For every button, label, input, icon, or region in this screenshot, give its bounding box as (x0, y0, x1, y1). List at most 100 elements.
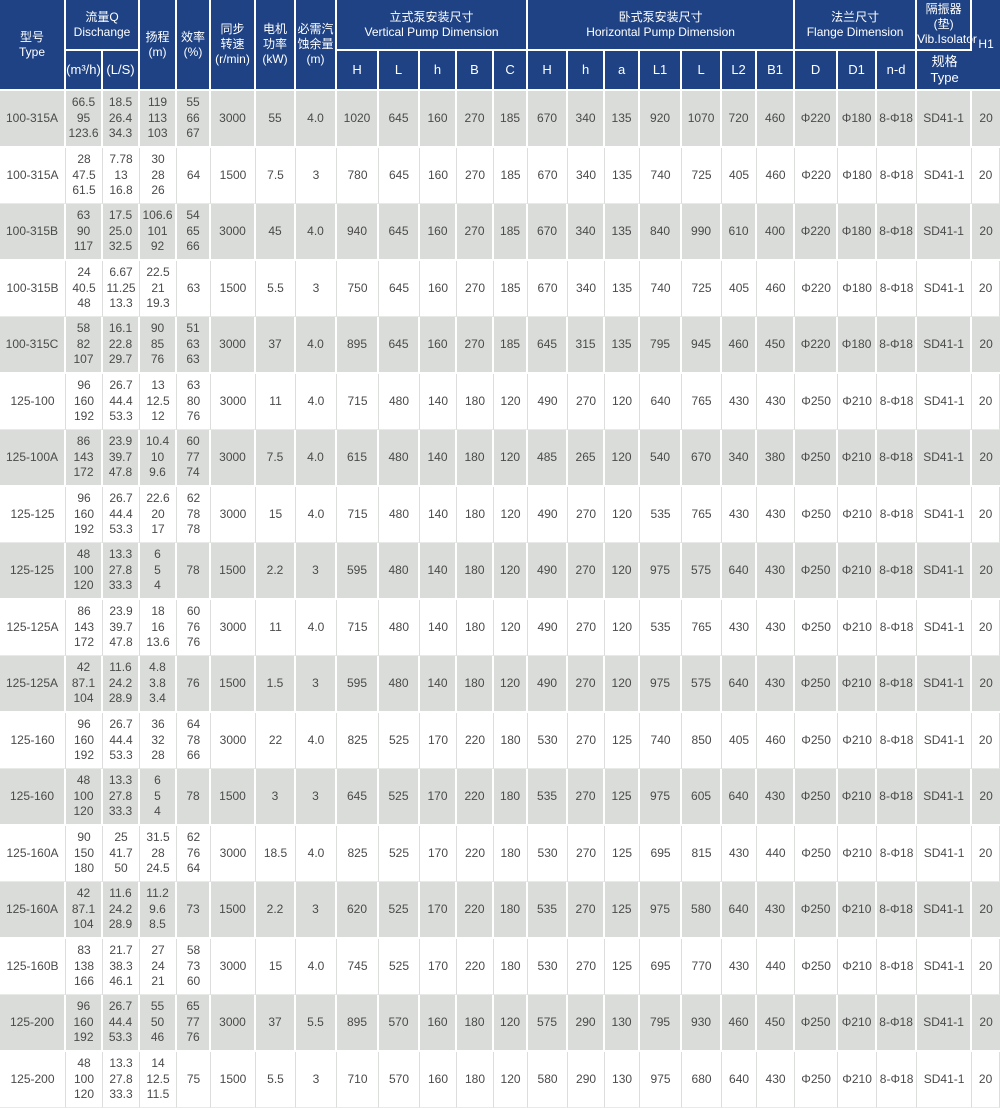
cell-hz-h: 270 (568, 826, 606, 882)
cell-head: 90 85 76 (140, 317, 178, 374)
cell-f-D: Φ250 (795, 995, 839, 1052)
cell-hz-H: 490 (528, 543, 569, 600)
cell-hz-h: 270 (568, 600, 606, 656)
cell-hz-a: 135 (605, 91, 641, 148)
cell-f-D1: Φ210 (838, 656, 878, 713)
cell-speed: 1500 (211, 261, 257, 317)
cell-f-nd: 8-Φ18 (877, 204, 918, 261)
cell-hz-h: 290 (568, 995, 606, 1052)
cell-hz-B1: 460 (757, 713, 796, 769)
cell-v-H: 895 (337, 995, 380, 1052)
cell-type: 125-125A (0, 600, 66, 656)
cell-f-D1: Φ180 (838, 261, 878, 317)
cell-type: 125-100 (0, 374, 66, 430)
cell-q-ls: 23.9 39.7 47.8 (103, 600, 141, 656)
cell-q-m3h: 63 90 117 (66, 204, 103, 261)
cell-f-nd: 8-Φ18 (877, 317, 918, 374)
cell-v-L: 645 (379, 204, 421, 261)
cell-f-nd: 8-Φ18 (877, 656, 918, 713)
cell-v-H: 940 (337, 204, 380, 261)
cell-vib-type: SD41-1 (917, 543, 973, 600)
cell-v-C: 185 (494, 91, 529, 148)
cell-hz-a: 130 (605, 995, 641, 1052)
cell-v-H: 715 (337, 600, 380, 656)
cell-hz-a: 125 (605, 713, 641, 769)
cell-v-C: 180 (494, 826, 529, 882)
cell-q-ls: 26.7 44.4 53.3 (103, 995, 141, 1052)
cell-hz-h: 290 (568, 1052, 606, 1108)
cell-f-D: Φ220 (795, 91, 839, 148)
cell-v-C: 185 (494, 317, 529, 374)
cell-hz-B1: 450 (757, 317, 796, 374)
cell-power: 5.5 (256, 261, 297, 317)
cell-hz-L: 670 (682, 430, 723, 487)
cell-h1: 20 (972, 600, 1000, 656)
cell-hz-L1: 795 (640, 995, 683, 1052)
cell-v-L: 570 (379, 995, 421, 1052)
cell-v-H: 895 (337, 317, 380, 374)
table-header: 型号 Type 流量Q Dischange 扬程 (m) 效率 (%) 同步 转… (0, 0, 1000, 91)
cell-q-m3h: 96 160 192 (66, 713, 103, 769)
cell-npsh: 3 (296, 769, 338, 826)
cell-v-L: 645 (379, 317, 421, 374)
cell-hz-h: 270 (568, 543, 606, 600)
cell-hz-B1: 430 (757, 374, 796, 430)
cell-hz-L1: 975 (640, 769, 683, 826)
cell-hz-B1: 450 (757, 995, 796, 1052)
table-row: 125-200 48 100 120 13.3 27.8 33.3 14 12.5 1… (0, 1052, 1000, 1108)
cell-h1: 20 (972, 261, 1000, 317)
cell-hz-a: 135 (605, 261, 641, 317)
cell-hz-L1: 740 (640, 713, 683, 769)
header-discharge-group: 流量Q Dischange (66, 0, 141, 51)
cell-v-H: 1020 (337, 91, 380, 148)
table-row: 100-315A 28 47.5 61.5 7.78 13 16.8 30 28 26… (0, 148, 1000, 204)
cell-hz-h: 270 (568, 374, 606, 430)
cell-hz-h: 265 (568, 430, 606, 487)
cell-v-h: 140 (420, 600, 458, 656)
cell-v-h: 160 (420, 148, 458, 204)
cell-head: 119 113 103 (140, 91, 178, 148)
table-row: 125-160B 83 138 166 21.7 38.3 46.1 27 24 21… (0, 939, 1000, 995)
cell-hz-L: 725 (682, 261, 723, 317)
cell-hz-B1: 430 (757, 543, 796, 600)
header-motor-power: 电机 功率 (kW) (256, 0, 297, 91)
cell-hz-H: 530 (528, 713, 569, 769)
cell-type: 100-315B (0, 261, 66, 317)
cell-hz-a: 135 (605, 204, 641, 261)
cell-f-nd: 8-Φ18 (877, 91, 918, 148)
cell-hz-h: 270 (568, 769, 606, 826)
cell-hz-L1: 695 (640, 939, 683, 995)
cell-h1: 20 (972, 713, 1000, 769)
cell-v-h: 170 (420, 882, 458, 939)
cell-v-h: 140 (420, 487, 458, 543)
cell-hz-B1: 430 (757, 487, 796, 543)
cell-q-ls: 26.7 44.4 53.3 (103, 487, 141, 543)
cell-f-D: Φ220 (795, 261, 839, 317)
cell-hz-H: 490 (528, 600, 569, 656)
cell-v-C: 120 (494, 374, 529, 430)
cell-hz-h: 340 (568, 261, 606, 317)
cell-q-ls: 18.5 26.4 34.3 (103, 91, 141, 148)
cell-hz-H: 535 (528, 769, 569, 826)
cell-q-ls: 21.7 38.3 46.1 (103, 939, 141, 995)
cell-type: 125-160A (0, 826, 66, 882)
cell-hz-a: 120 (605, 487, 641, 543)
cell-hz-L2: 405 (722, 261, 758, 317)
cell-hz-H: 485 (528, 430, 569, 487)
cell-power: 22 (256, 713, 297, 769)
cell-speed: 3000 (211, 713, 257, 769)
cell-npsh: 4.0 (296, 204, 338, 261)
header-hz-a: a (605, 51, 641, 91)
cell-q-m3h: 48 100 120 (66, 1052, 103, 1108)
cell-f-D: Φ250 (795, 826, 839, 882)
cell-hz-B1: 460 (757, 148, 796, 204)
cell-eff: 64 78 66 (177, 713, 212, 769)
cell-h1: 20 (972, 430, 1000, 487)
cell-vib-type: SD41-1 (917, 939, 973, 995)
cell-f-D1: Φ210 (838, 826, 878, 882)
cell-f-nd: 8-Φ18 (877, 600, 918, 656)
cell-hz-H: 535 (528, 882, 569, 939)
cell-v-L: 645 (379, 148, 421, 204)
cell-v-B: 180 (457, 995, 495, 1052)
cell-vib-type: SD41-1 (917, 600, 973, 656)
